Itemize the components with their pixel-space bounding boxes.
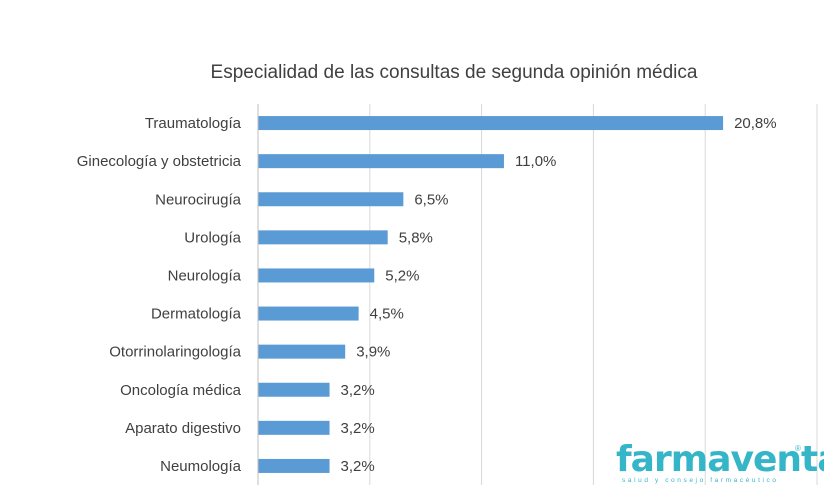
value-label-0: 20,8% bbox=[734, 115, 777, 132]
value-label-3: 5,8% bbox=[399, 229, 433, 246]
value-label-2: 6,5% bbox=[414, 191, 448, 208]
category-label-5: Dermatología bbox=[151, 306, 242, 323]
bar-7 bbox=[258, 382, 330, 397]
bar-1 bbox=[258, 154, 504, 169]
category-label-2: Neurocirugía bbox=[155, 191, 242, 208]
bar-2 bbox=[258, 192, 404, 207]
chart-title: Especialidad de las consultas de segunda… bbox=[211, 62, 698, 83]
value-label-9: 3,2% bbox=[341, 458, 375, 475]
category-label-8: Aparato digestivo bbox=[125, 420, 241, 437]
category-label-1: Ginecología y obstetricia bbox=[77, 153, 242, 170]
bar-9 bbox=[258, 458, 330, 473]
category-label-0: Traumatología bbox=[145, 115, 242, 132]
logo-wordmark: farmaventas bbox=[616, 439, 824, 480]
bar-5 bbox=[258, 306, 359, 321]
logo-brand-part2: ventas bbox=[731, 439, 824, 480]
bar-0 bbox=[258, 116, 724, 131]
bars bbox=[258, 116, 724, 473]
bar-8 bbox=[258, 420, 330, 435]
category-label-9: Neumología bbox=[160, 458, 242, 475]
value-label-6: 3,9% bbox=[356, 344, 390, 361]
bar-3 bbox=[258, 230, 388, 245]
value-label-5: 4,5% bbox=[370, 306, 404, 323]
bar-6 bbox=[258, 344, 346, 359]
value-label-8: 3,2% bbox=[341, 420, 375, 437]
value-label-1: 11,0% bbox=[515, 153, 556, 170]
category-label-3: Urología bbox=[184, 229, 241, 246]
value-label-7: 3,2% bbox=[341, 382, 375, 399]
value-labels: 20,8% 11,0% 6,5% 5,8% 5,2% 4,5% 3,9% 3,2% 3,2% 3,… bbox=[341, 115, 777, 475]
category-label-7: Oncología médica bbox=[120, 382, 242, 399]
category-labels: Traumatología Ginecología y obstetricia Ne… bbox=[77, 115, 242, 475]
bar-4 bbox=[258, 268, 375, 283]
category-label-4: Neurología bbox=[168, 267, 242, 284]
logo-registered-mark: ® bbox=[795, 444, 801, 453]
logo-brand-part1: farma bbox=[616, 439, 731, 480]
value-label-4: 5,2% bbox=[385, 267, 419, 284]
farmaventas-logo: farmaventas ® salud y consejo farmacéuti… bbox=[616, 439, 824, 484]
logo-tagline: salud y consejo farmacéutico bbox=[622, 477, 779, 484]
category-label-6: Otorrinolaringología bbox=[109, 344, 241, 361]
